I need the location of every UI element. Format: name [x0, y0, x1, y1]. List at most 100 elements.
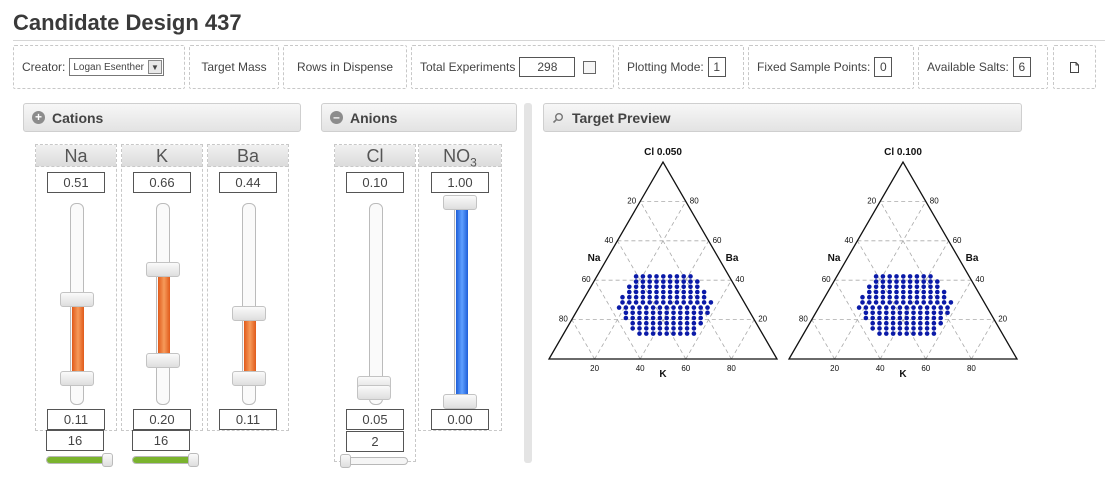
sample-point: [907, 300, 913, 305]
sample-point: [877, 315, 882, 321]
sample-point: [637, 326, 642, 331]
sample-point: [897, 310, 903, 316]
sample-point: [921, 279, 926, 284]
range-slider-lower-handle[interactable]: [60, 371, 94, 386]
sample-point: [657, 320, 663, 326]
min-value-input[interactable]: 0.00: [431, 409, 489, 430]
sample-point: [924, 305, 930, 310]
max-value-input[interactable]: 1.00: [431, 172, 489, 193]
available-salts-group: Available Salts: 6: [918, 45, 1048, 89]
tick-label: 40: [975, 275, 984, 284]
plus-icon[interactable]: +: [32, 111, 45, 124]
tick-label: 60: [822, 275, 831, 284]
sample-point: [907, 279, 913, 284]
sample-point: [907, 274, 913, 279]
min-value-input[interactable]: 0.11: [219, 409, 277, 430]
max-value-input[interactable]: 0.44: [219, 172, 277, 193]
cations-title: Cations: [52, 109, 104, 126]
anion-name-base: NO: [443, 146, 471, 166]
range-slider-fill: [244, 320, 256, 378]
range-slider-upper-handle[interactable]: [232, 306, 266, 321]
count-slider-knob[interactable]: [102, 453, 113, 467]
count-input-cl[interactable]: 2: [346, 431, 404, 452]
sample-point: [637, 315, 642, 321]
sample-point: [911, 320, 916, 326]
sample-point: [654, 274, 659, 279]
sample-point: [904, 310, 909, 316]
document-button[interactable]: [1053, 45, 1096, 89]
sample-point: [661, 294, 666, 300]
anions-title: Anions: [350, 109, 398, 126]
page-title: Candidate Design 437: [13, 10, 242, 35]
min-value-input[interactable]: 0.05: [346, 409, 404, 430]
sample-point: [890, 326, 896, 331]
sample-point: [924, 310, 930, 316]
sample-point: [644, 326, 649, 331]
cations-panel-header[interactable]: + Cations: [23, 103, 301, 132]
sample-point: [657, 315, 663, 321]
sample-point: [664, 326, 669, 331]
range-slider-upper-handle[interactable]: [443, 195, 477, 210]
sample-point: [671, 305, 676, 310]
creator-select[interactable]: Logan Esenther ▼: [69, 58, 164, 76]
target-preview-header[interactable]: Target Preview: [543, 103, 1022, 132]
count-slider-knob[interactable]: [188, 453, 199, 467]
sample-point: [880, 300, 886, 305]
count-input-na[interactable]: 16: [46, 430, 104, 451]
sample-point: [667, 294, 673, 300]
creator-group: Creator: Logan Esenther ▼: [13, 45, 185, 89]
sample-point: [667, 274, 673, 279]
sample-point: [948, 300, 954, 305]
min-value-input[interactable]: 0.11: [47, 409, 105, 430]
sample-point: [877, 320, 882, 326]
tick-label: 80: [967, 364, 976, 373]
sample-point: [654, 284, 659, 290]
total-experiments-input[interactable]: 298: [519, 57, 576, 77]
range-slider-lower-handle[interactable]: [443, 394, 477, 409]
sample-point: [678, 320, 683, 326]
sample-point: [654, 279, 659, 284]
range-slider-lower-handle[interactable]: [146, 353, 180, 368]
panel-splitter[interactable]: [524, 103, 532, 463]
target-mass-button[interactable]: Target Mass: [189, 45, 279, 89]
sample-point: [640, 300, 646, 305]
max-value-input[interactable]: 0.66: [133, 172, 191, 193]
sample-point: [681, 289, 686, 295]
sample-point: [873, 274, 879, 279]
chevron-down-icon[interactable]: ▼: [147, 60, 162, 74]
plotting-mode-input[interactable]: 1: [707, 57, 726, 77]
count-input-k[interactable]: 16: [132, 430, 190, 451]
sample-point: [633, 300, 639, 305]
minus-icon[interactable]: –: [330, 111, 343, 124]
range-slider-track[interactable]: [369, 203, 383, 405]
total-experiments-checkbox[interactable]: [583, 60, 597, 74]
range-slider-upper-handle[interactable]: [146, 262, 180, 277]
sample-point: [877, 331, 882, 336]
sample-point: [873, 284, 879, 290]
sample-point: [681, 284, 686, 290]
sample-point: [695, 289, 700, 295]
count-slider-na[interactable]: [46, 453, 113, 467]
sample-point: [701, 289, 707, 295]
min-value-input[interactable]: 0.20: [133, 409, 191, 430]
max-value-input[interactable]: 0.10: [346, 172, 404, 193]
fixed-sample-points-input[interactable]: 0: [874, 57, 893, 77]
anions-panel-header[interactable]: – Anions: [321, 103, 517, 132]
max-value-input[interactable]: 0.51: [47, 172, 105, 193]
range-slider-upper-handle[interactable]: [60, 292, 94, 307]
sample-point: [661, 284, 666, 290]
tick-label: 20: [998, 315, 1007, 324]
range-slider-lower-handle[interactable]: [232, 371, 266, 386]
count-slider-knob[interactable]: [340, 454, 351, 468]
sample-point: [695, 294, 700, 300]
range-slider-lower-handle[interactable]: [357, 385, 391, 400]
rows-in-dispense-button[interactable]: Rows in Dispense: [283, 45, 407, 89]
count-slider-k[interactable]: [132, 453, 199, 467]
sample-point: [640, 274, 646, 279]
available-salts-input[interactable]: 6: [1012, 57, 1031, 77]
grid-line: [685, 279, 732, 360]
sample-point: [918, 331, 923, 336]
count-slider-cl[interactable]: [340, 454, 408, 468]
tick-label: 20: [590, 364, 599, 373]
sample-point: [674, 274, 680, 279]
